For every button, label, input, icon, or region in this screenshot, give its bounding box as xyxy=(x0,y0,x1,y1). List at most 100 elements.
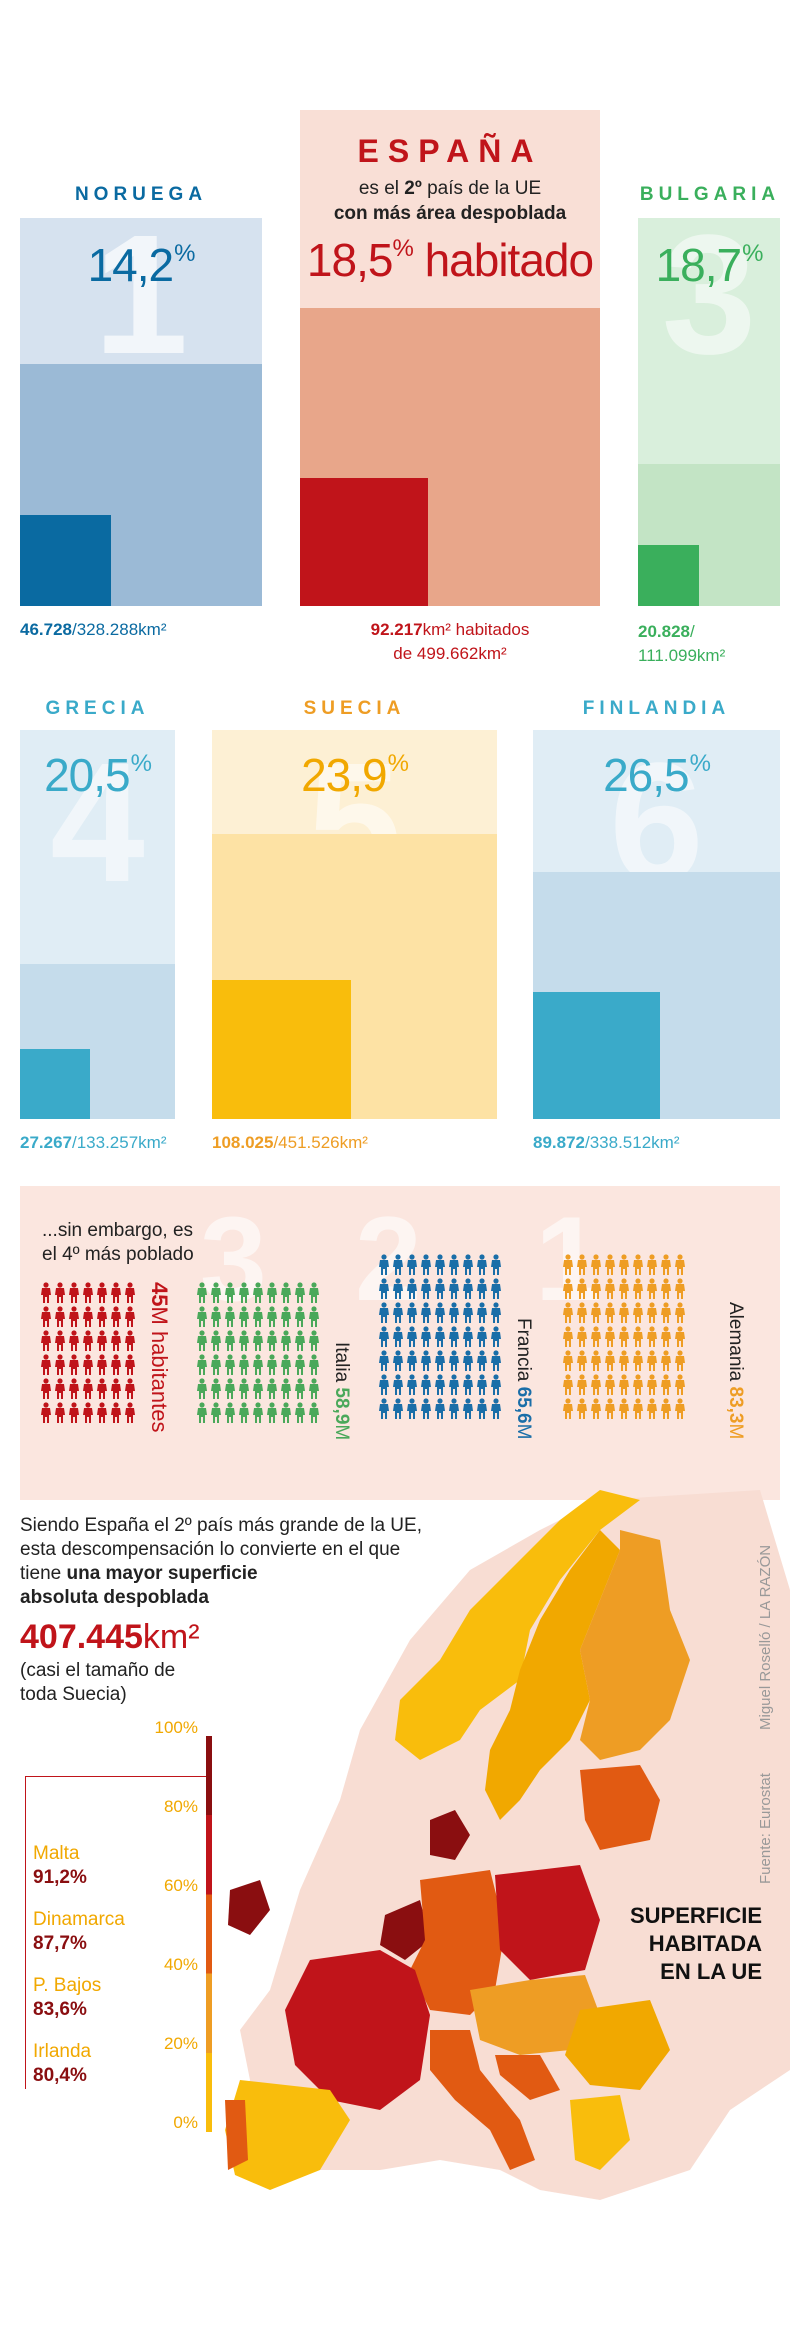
map-denmark xyxy=(430,1810,470,1860)
legend-tick-0: 0% xyxy=(173,2113,198,2132)
person-icon xyxy=(646,1350,658,1372)
person-icon xyxy=(210,1282,222,1304)
legend-bracket xyxy=(25,1776,206,2089)
person-icon xyxy=(632,1302,644,1324)
person-icon xyxy=(406,1350,418,1372)
person-icon xyxy=(576,1254,588,1276)
person-icon xyxy=(252,1354,264,1376)
legend-tick-40: 40% xyxy=(163,1955,198,1974)
person-icon xyxy=(238,1354,250,1376)
person-icon xyxy=(462,1374,474,1396)
person-icon xyxy=(266,1282,278,1304)
person-icon xyxy=(110,1282,122,1304)
summary-big-value: 407.445km² xyxy=(20,1618,200,1656)
bulgaria-area: 20.828/111.099km² xyxy=(638,622,726,665)
person-icon xyxy=(476,1350,488,1372)
germany-people-grid xyxy=(562,1254,686,1420)
legend-tick-60: 60% xyxy=(163,1876,198,1895)
legend-item-ireland: Irlanda 80,4% xyxy=(33,2041,92,2086)
map-greece xyxy=(570,2095,630,2170)
person-icon xyxy=(674,1254,686,1276)
person-icon xyxy=(646,1254,658,1276)
person-icon xyxy=(110,1378,122,1400)
italy-people-grid xyxy=(196,1282,320,1424)
person-icon xyxy=(280,1330,292,1352)
person-icon xyxy=(462,1398,474,1420)
map-sweden xyxy=(485,1530,620,1820)
person-icon xyxy=(124,1282,136,1304)
spain-percentage: 18,5% habitado xyxy=(306,234,594,286)
person-icon xyxy=(40,1282,52,1304)
summary-line3: tiene una mayor superficie xyxy=(20,1563,258,1584)
bulgaria-percentage: 18,7% xyxy=(655,239,764,291)
person-icon xyxy=(294,1354,306,1376)
summary-line4: absoluta despoblada xyxy=(20,1587,209,1608)
person-icon xyxy=(576,1278,588,1300)
finland-percentage: 26,5% xyxy=(603,749,711,801)
person-icon xyxy=(576,1302,588,1324)
sweden-inhabited-area xyxy=(212,980,351,1119)
person-icon xyxy=(294,1378,306,1400)
person-icon xyxy=(96,1330,108,1352)
person-icon xyxy=(660,1254,672,1276)
person-icon xyxy=(434,1254,446,1276)
person-icon xyxy=(224,1282,236,1304)
person-icon xyxy=(420,1278,432,1300)
person-icon xyxy=(562,1374,574,1396)
person-icon xyxy=(434,1350,446,1372)
person-icon xyxy=(590,1374,602,1396)
greece-inhabited-area xyxy=(20,1049,90,1119)
person-icon xyxy=(96,1306,108,1328)
person-icon xyxy=(490,1302,502,1324)
legend-item-malta: Malta 91,2% xyxy=(33,1843,87,1888)
person-icon xyxy=(54,1282,66,1304)
person-icon xyxy=(618,1326,630,1348)
person-icon xyxy=(434,1326,446,1348)
legend-tick-20: 20% xyxy=(163,2034,198,2053)
person-icon xyxy=(294,1306,306,1328)
person-icon xyxy=(462,1350,474,1372)
person-icon xyxy=(378,1326,390,1348)
person-icon xyxy=(562,1278,574,1300)
person-icon xyxy=(252,1306,264,1328)
map-italy xyxy=(430,2030,535,2170)
person-icon xyxy=(96,1354,108,1376)
person-icon xyxy=(96,1378,108,1400)
person-icon xyxy=(562,1254,574,1276)
france-population-label: Francia 65,6M xyxy=(513,1318,534,1440)
person-icon xyxy=(660,1278,672,1300)
person-icon xyxy=(54,1402,66,1424)
person-icon xyxy=(490,1326,502,1348)
person-icon xyxy=(434,1398,446,1420)
person-icon xyxy=(54,1354,66,1376)
bulgaria-inhabited-area xyxy=(638,545,699,606)
person-icon xyxy=(604,1350,616,1372)
person-icon xyxy=(378,1374,390,1396)
person-icon xyxy=(476,1254,488,1276)
person-icon xyxy=(82,1354,94,1376)
person-icon xyxy=(674,1326,686,1348)
summary-line1: Siendo España el 2º país más grande de l… xyxy=(20,1515,422,1536)
person-icon xyxy=(196,1378,208,1400)
spain-people-grid xyxy=(40,1282,136,1424)
country-name-sweden: SUECIA xyxy=(303,698,406,719)
person-icon xyxy=(40,1330,52,1352)
person-icon xyxy=(238,1330,250,1352)
country-name-greece: GRECIA xyxy=(45,698,150,719)
person-icon xyxy=(252,1402,264,1424)
summary-line2: esta descompensación lo convierte en el … xyxy=(20,1539,401,1560)
person-icon xyxy=(392,1398,404,1420)
person-icon xyxy=(406,1398,418,1420)
person-icon xyxy=(82,1282,94,1304)
person-icon xyxy=(378,1398,390,1420)
person-icon xyxy=(590,1350,602,1372)
person-icon xyxy=(392,1326,404,1348)
country-name-bulgaria: BULGARIA xyxy=(639,184,781,205)
person-icon xyxy=(378,1278,390,1300)
population-intro-line2: el 4º más poblado xyxy=(42,1244,194,1265)
norway-inhabited-area xyxy=(20,515,111,606)
person-icon xyxy=(420,1398,432,1420)
person-icon xyxy=(68,1282,80,1304)
greece-rank: 4 xyxy=(50,728,145,918)
person-icon xyxy=(604,1278,616,1300)
